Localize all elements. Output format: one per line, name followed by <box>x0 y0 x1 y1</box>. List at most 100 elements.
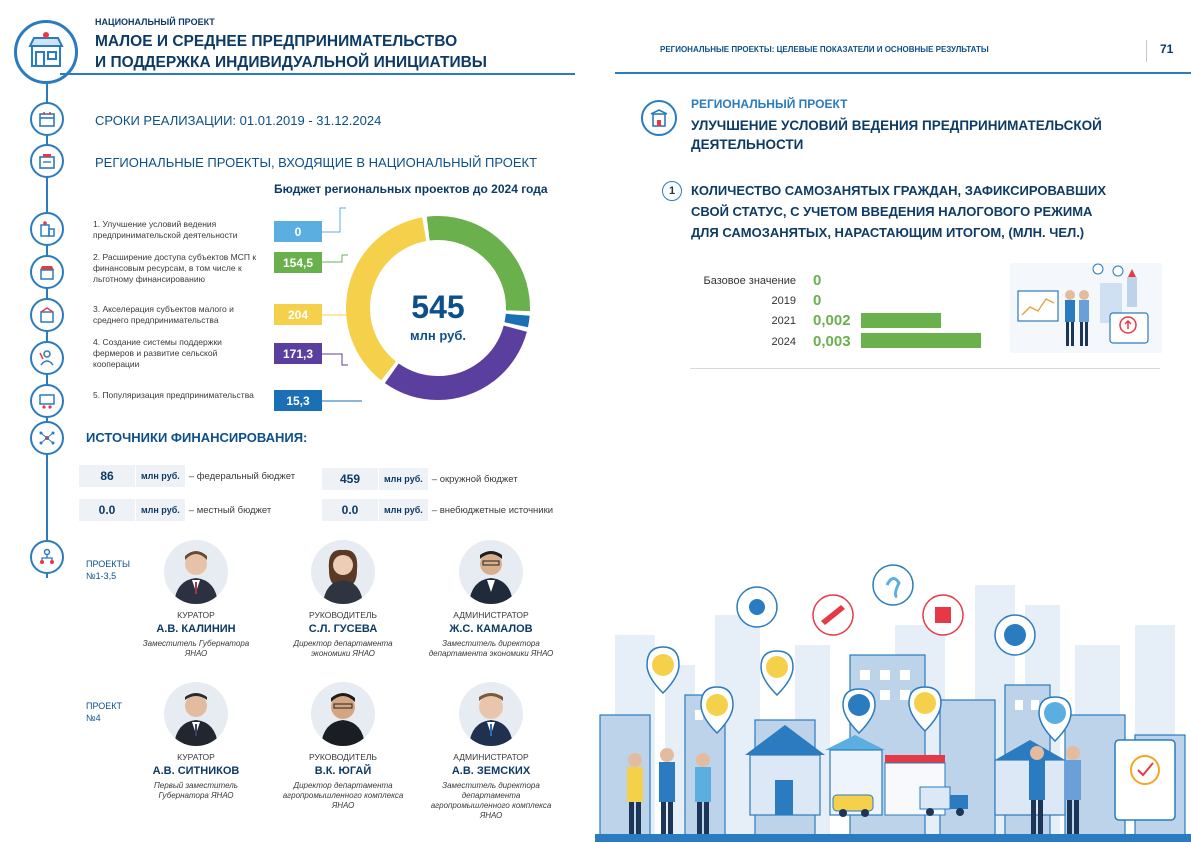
funding-desc: – внебюджетные источники <box>431 504 554 516</box>
funding-desc: – федеральный бюджет <box>188 470 296 482</box>
national-project-title: МАЛОЕ И СРЕДНЕЕ ПРЕДПРИНИМАТЕЛЬСТВО И ПО… <box>95 31 487 73</box>
person-desc: Первый заместитель Губернатора ЯНАО <box>153 781 239 800</box>
building-icon <box>641 100 677 136</box>
person-name: А.В. ЗЕМСКИХ <box>451 765 531 777</box>
indicator-title: КОЛИЧЕСТВО САМОЗАНЯТЫХ ГРАЖДАН, ЗАФИКСИР… <box>691 180 1141 243</box>
funding-row-extrabudget: 0.0 млн руб. – внебюджетные источники <box>322 499 553 521</box>
right-page: РЕГИОНАЛЬНЫЕ ПРОЕКТЫ: ЦЕЛЕВЫЕ ПОКАЗАТЕЛИ… <box>595 0 1191 842</box>
person-role: КУРАТОР <box>177 610 215 620</box>
business-illustration <box>1010 263 1162 353</box>
left-page: НАЦИОНАЛЬНЫЙ ПРОЕКТ МАЛОЕ И СРЕДНЕЕ ПРЕД… <box>0 0 590 842</box>
funding-value: 0.0 <box>79 499 135 521</box>
regional-project-title: УЛУЧШЕНИЕ УСЛОВИЙ ВЕДЕНИЯ ПРЕДПРИНИМАТЕЛ… <box>691 118 1102 152</box>
regional-projects-heading: РЕГИОНАЛЬНЫЕ ПРОЕКТЫ, ВХОДЯЩИЕ В НАЦИОНА… <box>95 155 538 170</box>
projects-label-line: №4 <box>86 713 101 723</box>
projects-label-line: ПРОЕКТ <box>86 701 123 711</box>
funding-unit: млн руб. <box>378 468 428 490</box>
budget-item-1-label: 1. Улучшение условий ведения предпринима… <box>93 219 238 240</box>
donut-segment-4 <box>346 216 530 400</box>
national-project-label: НАЦИОНАЛЬНЫЙ ПРОЕКТ <box>95 17 215 27</box>
regional-project-label: РЕГИОНАЛЬНЫЙ ПРОЕКТ <box>691 97 848 111</box>
projects-2-label: ПРОЕКТ №4 <box>86 700 122 724</box>
indicator-title-line: СВОЙ СТАТУС, С УЧЕТОМ ВВЕДЕНИЯ НАЛОГОВОГ… <box>691 204 1093 219</box>
indicator-title-line: ДЛЯ САМОЗАНЯТЫХ, НАРАСТАЮЩИМ ИТОГОМ, (МЛ… <box>691 225 1085 240</box>
budget-item-3-value: 204 <box>274 304 322 325</box>
person-name: А.В. СИТНИКОВ <box>152 765 240 777</box>
funding-row-federal: 86 млн руб. – федеральный бюджет <box>79 465 295 487</box>
budget-item-2-value: 154,5 <box>274 252 322 273</box>
donut-segment-2 <box>346 216 530 400</box>
page-header: РЕГИОНАЛЬНЫЕ ПРОЕКТЫ: ЦЕЛЕВЫЕ ПОКАЗАТЕЛИ… <box>660 45 989 54</box>
indicator-row-label: Базовое значение <box>703 275 796 287</box>
indicator-bar-2024 <box>861 333 981 348</box>
farmer-icon <box>30 341 64 375</box>
person-role: РУКОВОДИТЕЛЬ <box>308 752 378 762</box>
finance-shop-icon <box>30 255 64 289</box>
funding-value: 459 <box>322 468 378 490</box>
funding-value: 86 <box>79 465 135 487</box>
budget-item-3-label: 3. Акселерация субъектов малого и средне… <box>93 304 234 325</box>
indicator-bar-2021 <box>861 313 942 328</box>
title-line-2: И ПОДДЕРЖКА ИНДИВИДУАЛЬНОЙ ИНИЦИАТИВЫ <box>95 54 487 71</box>
budget-item-5-label: 5. Популяризация предпринимательства <box>93 390 254 400</box>
business-building-icon <box>30 212 64 246</box>
person-name: С.Л. ГУСЕВА <box>308 623 378 635</box>
person-role: КУРАТОР <box>177 752 215 762</box>
avatar <box>311 540 375 604</box>
indicator-row-label: 2024 <box>771 336 796 348</box>
budget-donut-chart: 545 млн руб. <box>346 216 530 400</box>
donut-total-unit: млн руб. <box>410 328 466 343</box>
budget-item-1-value: 0 <box>274 221 322 242</box>
funding-heading: ИСТОЧНИКИ ФИНАНСИРОВАНИЯ: <box>86 430 308 445</box>
person-role: РУКОВОДИТЕЛЬ <box>308 610 378 620</box>
projects-label-line: №1-3,5 <box>86 571 117 581</box>
page-number: 71 <box>1160 42 1174 56</box>
projects-icon <box>30 144 64 178</box>
budget-item-4-label: 4. Создание системы поддержки фермеров и… <box>93 337 222 369</box>
donut-total-value: 545 <box>411 289 464 325</box>
budget-item-5-value: 15,3 <box>274 390 322 411</box>
avatar <box>459 540 523 604</box>
avatar <box>164 682 228 746</box>
funding-network-icon <box>30 421 64 455</box>
funding-row-district: 459 млн руб. – окружной бюджет <box>322 468 518 490</box>
donut-connectors <box>322 207 362 402</box>
avatar <box>459 682 523 746</box>
funding-desc: – окружной бюджет <box>431 473 518 485</box>
person-desc: Директор департамента экономики ЯНАО <box>293 639 393 658</box>
title-line-1: МАЛОЕ И СРЕДНЕЕ ПРЕДПРИНИМАТЕЛЬСТВО <box>95 33 458 50</box>
funding-desc: – местный бюджет <box>188 504 272 516</box>
indicator-row-label: 2019 <box>771 295 796 307</box>
person-admin-2: АДМИНИСТРАТОР А.В. ЗЕМСКИХ Заместитель д… <box>426 682 556 821</box>
projects-1-label: ПРОЕКТЫ №1-3,5 <box>86 558 130 582</box>
header-rule <box>60 73 575 75</box>
budget-item-4-value: 171,3 <box>274 343 322 364</box>
person-head-2: РУКОВОДИТЕЛЬ В.К. ЮГАЙ Директор департам… <box>278 682 408 811</box>
person-name: А.В. КАЛИНИН <box>156 623 236 635</box>
city-illustration <box>595 555 1191 842</box>
person-role: АДМИНИСТРАТОР <box>453 610 529 620</box>
indicator-title-line: КОЛИЧЕСТВО САМОЗАНЯТЫХ ГРАЖДАН, ЗАФИКСИР… <box>691 183 1107 198</box>
popularization-icon <box>30 384 64 418</box>
donut-segment-3 <box>346 216 530 400</box>
person-desc: Заместитель директора департамента агроп… <box>430 781 552 820</box>
indicator-row-value: 0 <box>813 272 822 289</box>
budget-item-2-label: 2. Расширение доступа субъектов МСП к фи… <box>93 252 257 284</box>
funding-unit: млн руб. <box>135 499 185 521</box>
avatar <box>164 540 228 604</box>
person-role: АДМИНИСТРАТОР <box>453 752 529 762</box>
person-desc: Директор департамента агропромышленного … <box>282 781 404 810</box>
header-separator <box>1146 40 1147 62</box>
indicator-row-value: 0,003 <box>813 333 851 350</box>
org-structure-icon <box>30 540 64 574</box>
funding-unit: млн руб. <box>135 465 185 487</box>
person-head-1: РУКОВОДИТЕЛЬ С.Л. ГУСЕВА Директор департ… <box>278 540 408 659</box>
avatar <box>311 682 375 746</box>
indicator-row-value: 0 <box>813 292 822 309</box>
acceleration-icon <box>30 298 64 332</box>
indicator-row-label: 2021 <box>771 315 796 327</box>
projects-label-line: ПРОЕКТЫ <box>86 559 130 569</box>
person-desc: Заместитель Губернатора ЯНАО <box>142 639 250 658</box>
timeline-text: СРОКИ РЕАЛИЗАЦИИ: 01.01.2019 - 31.12.202… <box>95 113 382 128</box>
person-curator-2: КУРАТОР А.В. СИТНИКОВ Первый заместитель… <box>131 682 261 801</box>
